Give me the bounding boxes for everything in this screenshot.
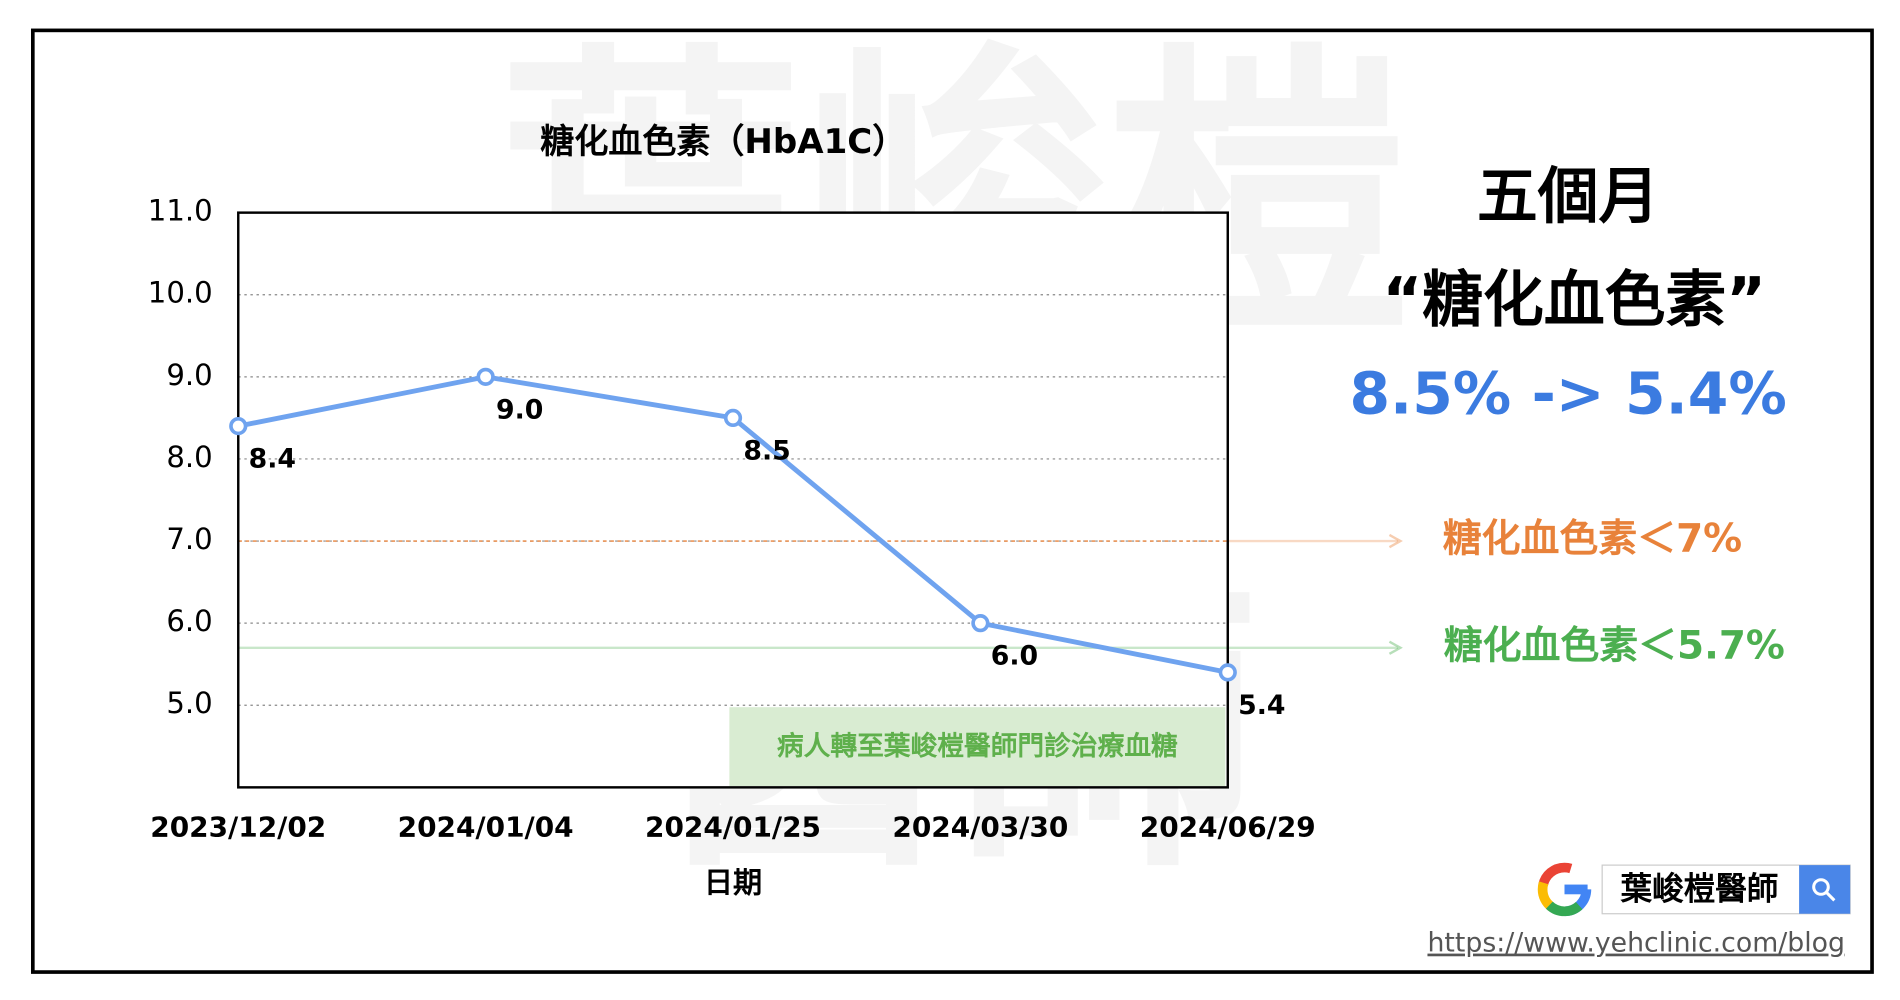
- data-point: [1218, 663, 1237, 682]
- chart-title: 糖化血色素（HbA1C）: [540, 122, 906, 162]
- search-icon: [1824, 890, 1836, 902]
- arrow-head: [1388, 533, 1403, 549]
- data-point: [723, 408, 743, 428]
- plot-border: [237, 211, 1229, 789]
- arrow-head: [1388, 640, 1403, 655]
- annotation: 病人轉至葉峻榿醫師門診治療血糖: [777, 730, 1178, 762]
- y-tick-label: 7.0: [166, 522, 212, 556]
- search-button[interactable]: [1799, 865, 1851, 914]
- url[interactable]: https://www.yehclinic.com/blog: [1427, 928, 1844, 959]
- logo-part: [1564, 884, 1588, 895]
- logo-part: [1537, 862, 1592, 917]
- y-tick-label: 11.0: [148, 194, 213, 228]
- logo-part: [1537, 862, 1592, 917]
- y-tick-label: 10.0: [148, 276, 213, 310]
- x-axis-title: 日期: [704, 866, 762, 900]
- data-label: 8.4: [249, 444, 296, 475]
- data-label: 9.0: [496, 394, 543, 425]
- reference-label: 糖化血色素＜7%: [1443, 517, 1742, 562]
- y-tick-label: 8.0: [166, 440, 212, 474]
- y-tick-label: 6.0: [166, 604, 212, 638]
- x-tick-label: 2024/03/30: [892, 811, 1068, 844]
- google-logo: [1537, 862, 1592, 917]
- data-label: 8.5: [743, 435, 790, 466]
- data-point: [229, 416, 248, 436]
- data-point: [476, 367, 495, 386]
- plot: 5.0 6.0 7.0 8.0 9.0 10.0 11.0 糖化血色素＜7% 糖化血色素＜5.7…: [148, 194, 1785, 844]
- annotation-box: [729, 707, 1226, 787]
- y-tick-label: 5.0: [166, 686, 212, 720]
- data-label: 5.4: [1238, 690, 1285, 721]
- data-point: [971, 614, 990, 633]
- plot-area: [238, 212, 1228, 788]
- search-icon: [1812, 878, 1830, 896]
- side-text: “糖化血色素”: [1382, 265, 1766, 335]
- side-text: 五個月: [1477, 162, 1659, 232]
- data-label: 6.0: [991, 641, 1038, 672]
- x-tick-label: 2024/06/29: [1140, 811, 1316, 844]
- side-text: 8.5% -> 5.4%: [1349, 359, 1786, 427]
- x-tick-label: 2024/01/04: [398, 811, 574, 844]
- logo-part: [1537, 862, 1592, 917]
- search-text: 葉峻榿醫師: [1619, 871, 1778, 908]
- reference-label: 糖化血色素＜5.7%: [1444, 623, 1785, 668]
- x-tick-label: 2024/01/25: [645, 811, 821, 844]
- y-tick-label: 9.0: [166, 358, 212, 392]
- x-tick-label: 2023/12/02: [150, 811, 326, 844]
